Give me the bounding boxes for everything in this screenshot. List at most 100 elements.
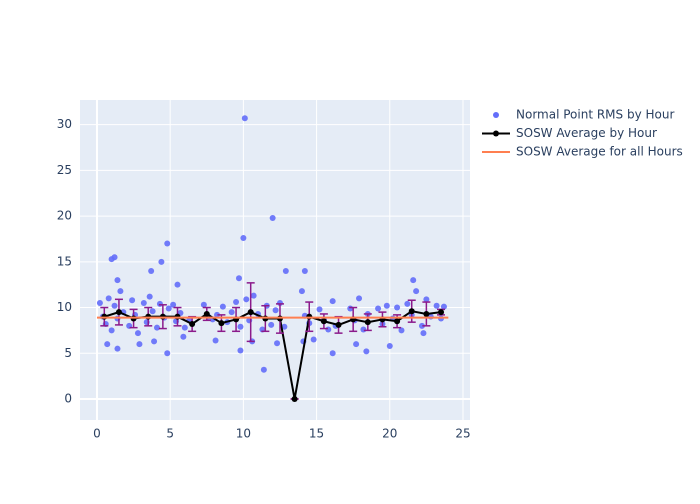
point (375, 305, 382, 312)
point (136, 341, 143, 348)
point (291, 395, 298, 402)
legend-marker (493, 112, 499, 118)
point (353, 341, 360, 348)
point (420, 330, 427, 337)
point (114, 277, 121, 284)
point (189, 321, 196, 327)
point (329, 350, 336, 357)
point (240, 235, 247, 242)
point (174, 281, 181, 288)
point (386, 342, 393, 349)
point (212, 337, 219, 344)
point (108, 327, 115, 334)
point (108, 256, 115, 263)
point (228, 309, 235, 316)
legend-label: SOSW Average by Hour (516, 126, 657, 140)
x-tick-label: 0 (93, 427, 101, 441)
point (423, 296, 430, 303)
point (165, 305, 172, 312)
point (140, 299, 147, 306)
point (418, 322, 425, 329)
point (149, 308, 156, 315)
x-tick-label: 5 (166, 427, 174, 441)
point (423, 310, 430, 317)
point (404, 300, 411, 307)
point (320, 318, 327, 325)
point (394, 304, 401, 311)
point (241, 115, 248, 122)
y-tick-label: 20 (57, 209, 72, 223)
y-tick-label: 10 (57, 300, 72, 314)
point (154, 324, 161, 331)
point (364, 319, 371, 326)
plot-layer (96, 115, 449, 402)
point (114, 345, 121, 352)
point (146, 293, 153, 300)
y-tick-label: 5 (64, 346, 72, 360)
point (310, 336, 317, 343)
point (156, 300, 163, 307)
point (235, 275, 242, 282)
point (129, 297, 136, 304)
point (356, 295, 363, 302)
point (243, 296, 250, 303)
point (200, 301, 207, 308)
point (203, 310, 210, 317)
point (433, 302, 440, 309)
x-tick-label: 10 (236, 427, 251, 441)
point (237, 323, 244, 330)
point (105, 295, 112, 302)
point (181, 324, 188, 331)
point (247, 309, 254, 316)
point (148, 267, 155, 274)
point (360, 326, 367, 333)
point (170, 301, 177, 308)
y-tick-label: 30 (57, 117, 72, 131)
point (282, 267, 289, 274)
plot-area (80, 100, 470, 420)
point (272, 307, 279, 314)
point (164, 240, 171, 247)
point (438, 309, 445, 316)
point (363, 348, 370, 355)
point (398, 327, 405, 334)
point (268, 321, 275, 328)
y-tick-label: 0 (64, 391, 72, 405)
legend-label: Normal Point RMS by Hour (516, 108, 674, 122)
point (347, 305, 354, 312)
y-tick-label: 25 (57, 163, 72, 177)
point (329, 298, 336, 305)
point (158, 258, 165, 265)
point (233, 299, 240, 306)
y-tick-label: 15 (57, 254, 72, 268)
point (410, 277, 417, 284)
point (269, 214, 276, 221)
point (115, 309, 122, 316)
point (164, 350, 171, 357)
point (408, 308, 415, 315)
point (151, 338, 158, 345)
x-tick-label: 25 (455, 427, 470, 441)
point (219, 303, 226, 310)
point (117, 288, 124, 295)
point (134, 330, 141, 337)
point (104, 341, 111, 348)
point (383, 302, 390, 309)
point (96, 299, 103, 306)
point (111, 302, 118, 309)
point (260, 366, 267, 373)
point (301, 267, 308, 274)
point (316, 306, 323, 313)
point (218, 320, 225, 327)
point (214, 311, 221, 318)
x-tick-label: 20 (382, 427, 397, 441)
point (413, 288, 420, 295)
x-tick-label: 15 (309, 427, 324, 441)
point (281, 323, 288, 330)
legend-label: SOSW Average for all Hours (516, 145, 683, 159)
point (180, 333, 187, 340)
point (325, 326, 332, 333)
point (274, 340, 281, 347)
point (237, 347, 244, 354)
